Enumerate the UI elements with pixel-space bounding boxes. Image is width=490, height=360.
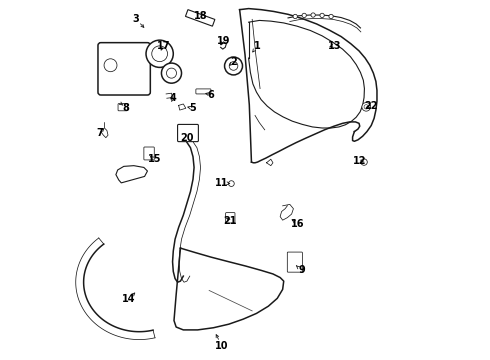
Text: 12: 12 <box>353 156 367 166</box>
Circle shape <box>361 159 368 165</box>
Circle shape <box>152 46 168 62</box>
FancyBboxPatch shape <box>98 42 150 95</box>
FancyBboxPatch shape <box>196 89 211 94</box>
Text: 14: 14 <box>122 294 135 304</box>
Text: 5: 5 <box>190 103 196 113</box>
Circle shape <box>228 181 234 186</box>
Circle shape <box>311 13 315 17</box>
Text: 18: 18 <box>195 11 208 21</box>
Text: 15: 15 <box>148 154 161 164</box>
Circle shape <box>224 57 243 75</box>
Circle shape <box>161 63 181 83</box>
Text: 13: 13 <box>328 41 342 50</box>
Circle shape <box>167 68 176 78</box>
Circle shape <box>229 62 238 70</box>
Text: 21: 21 <box>223 216 237 226</box>
FancyBboxPatch shape <box>118 104 127 111</box>
Text: 4: 4 <box>170 93 177 103</box>
Text: 16: 16 <box>292 219 305 229</box>
Text: 17: 17 <box>156 41 170 50</box>
Text: 2: 2 <box>230 57 237 67</box>
Circle shape <box>320 13 324 18</box>
Text: 8: 8 <box>122 103 129 113</box>
Circle shape <box>364 105 368 109</box>
Polygon shape <box>186 10 215 26</box>
FancyBboxPatch shape <box>144 147 154 160</box>
Text: 1: 1 <box>254 41 261 50</box>
Text: 11: 11 <box>215 178 228 188</box>
Text: 9: 9 <box>298 265 305 275</box>
Circle shape <box>362 103 370 111</box>
FancyBboxPatch shape <box>177 125 198 141</box>
Circle shape <box>329 14 333 19</box>
Text: 7: 7 <box>97 128 103 138</box>
Text: 3: 3 <box>132 14 139 24</box>
FancyBboxPatch shape <box>287 252 302 272</box>
Text: 6: 6 <box>208 90 214 100</box>
Text: 10: 10 <box>215 341 228 351</box>
Text: 22: 22 <box>365 102 378 112</box>
FancyBboxPatch shape <box>225 213 235 223</box>
Circle shape <box>146 40 173 67</box>
Circle shape <box>293 14 297 19</box>
Polygon shape <box>116 166 147 183</box>
Text: 20: 20 <box>180 133 194 143</box>
Circle shape <box>104 59 117 72</box>
Text: 19: 19 <box>217 36 230 46</box>
Circle shape <box>302 13 306 18</box>
